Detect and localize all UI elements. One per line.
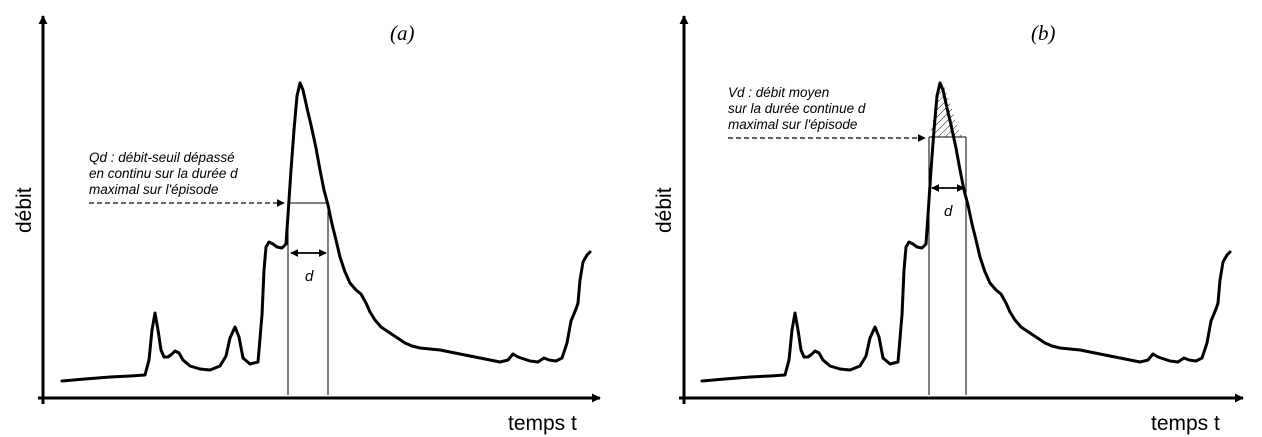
panel-label: (a) xyxy=(390,21,415,45)
x-axis-label: temps t xyxy=(1151,412,1220,435)
hydrograph-curve xyxy=(60,81,592,383)
duration-label: d xyxy=(944,203,953,220)
x-axis-label: temps t xyxy=(508,412,577,435)
annotation-line-1: Qd : débit-seuil dépassé xyxy=(89,150,235,165)
hydrograph-curve xyxy=(700,81,1232,383)
panel-a: (a) débit temps t d Qd : débit-seuil dép… xyxy=(13,15,601,435)
panel-label: (b) xyxy=(1031,21,1056,45)
annotation-line-3: maximal sur l'épisode xyxy=(728,117,857,132)
annotation-line-2: en continu sur la durée d xyxy=(89,166,238,181)
y-axis-label: débit xyxy=(653,187,676,233)
y-axis-label: débit xyxy=(13,187,36,233)
annotation-line-1: Vd : débit moyen xyxy=(728,85,829,100)
panel-b: (b) débit temps t d Vd : débit moyen sur… xyxy=(653,15,1244,435)
annotation-line-3: maximal sur l'épisode xyxy=(89,182,218,197)
duration-label: d xyxy=(305,268,314,285)
annotation-line-2: sur la durée continue d xyxy=(728,101,866,116)
